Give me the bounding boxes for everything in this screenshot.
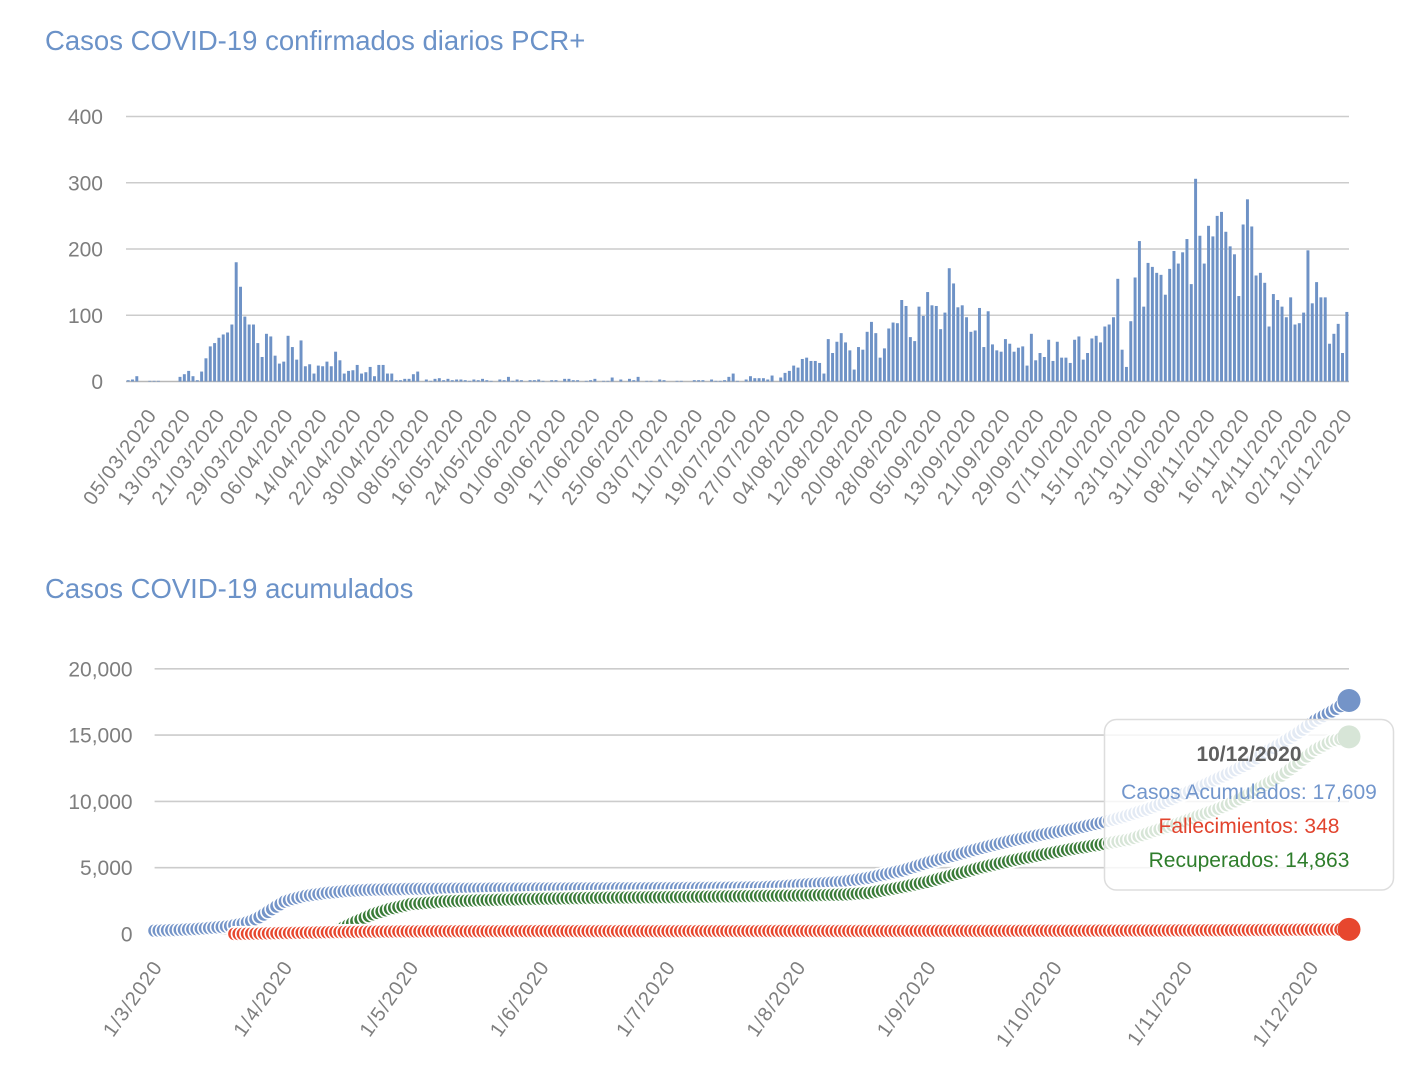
svg-text:Recuperados: 14,863: Recuperados: 14,863 — [1149, 849, 1350, 872]
svg-text:Casos Acumulados: 17,609: Casos Acumulados: 17,609 — [1121, 781, 1377, 804]
svg-text:0: 0 — [91, 371, 103, 394]
svg-text:15,000: 15,000 — [68, 725, 132, 748]
svg-text:Casos COVID-19 confirmados dia: Casos COVID-19 confirmados diarios PCR+ — [45, 25, 585, 56]
svg-text:10/12/2020: 10/12/2020 — [1196, 743, 1301, 766]
svg-text:100: 100 — [68, 305, 103, 328]
svg-text:300: 300 — [68, 172, 103, 195]
svg-text:20,000: 20,000 — [68, 658, 132, 681]
svg-text:10,000: 10,000 — [68, 791, 132, 814]
svg-text:Fallecimientos: 348: Fallecimientos: 348 — [1159, 815, 1340, 838]
svg-text:400: 400 — [68, 106, 103, 129]
svg-text:5,000: 5,000 — [80, 857, 133, 880]
svg-text:0: 0 — [121, 924, 133, 947]
svg-text:200: 200 — [68, 239, 103, 262]
svg-text:Casos COVID-19 acumulados: Casos COVID-19 acumulados — [45, 573, 413, 604]
